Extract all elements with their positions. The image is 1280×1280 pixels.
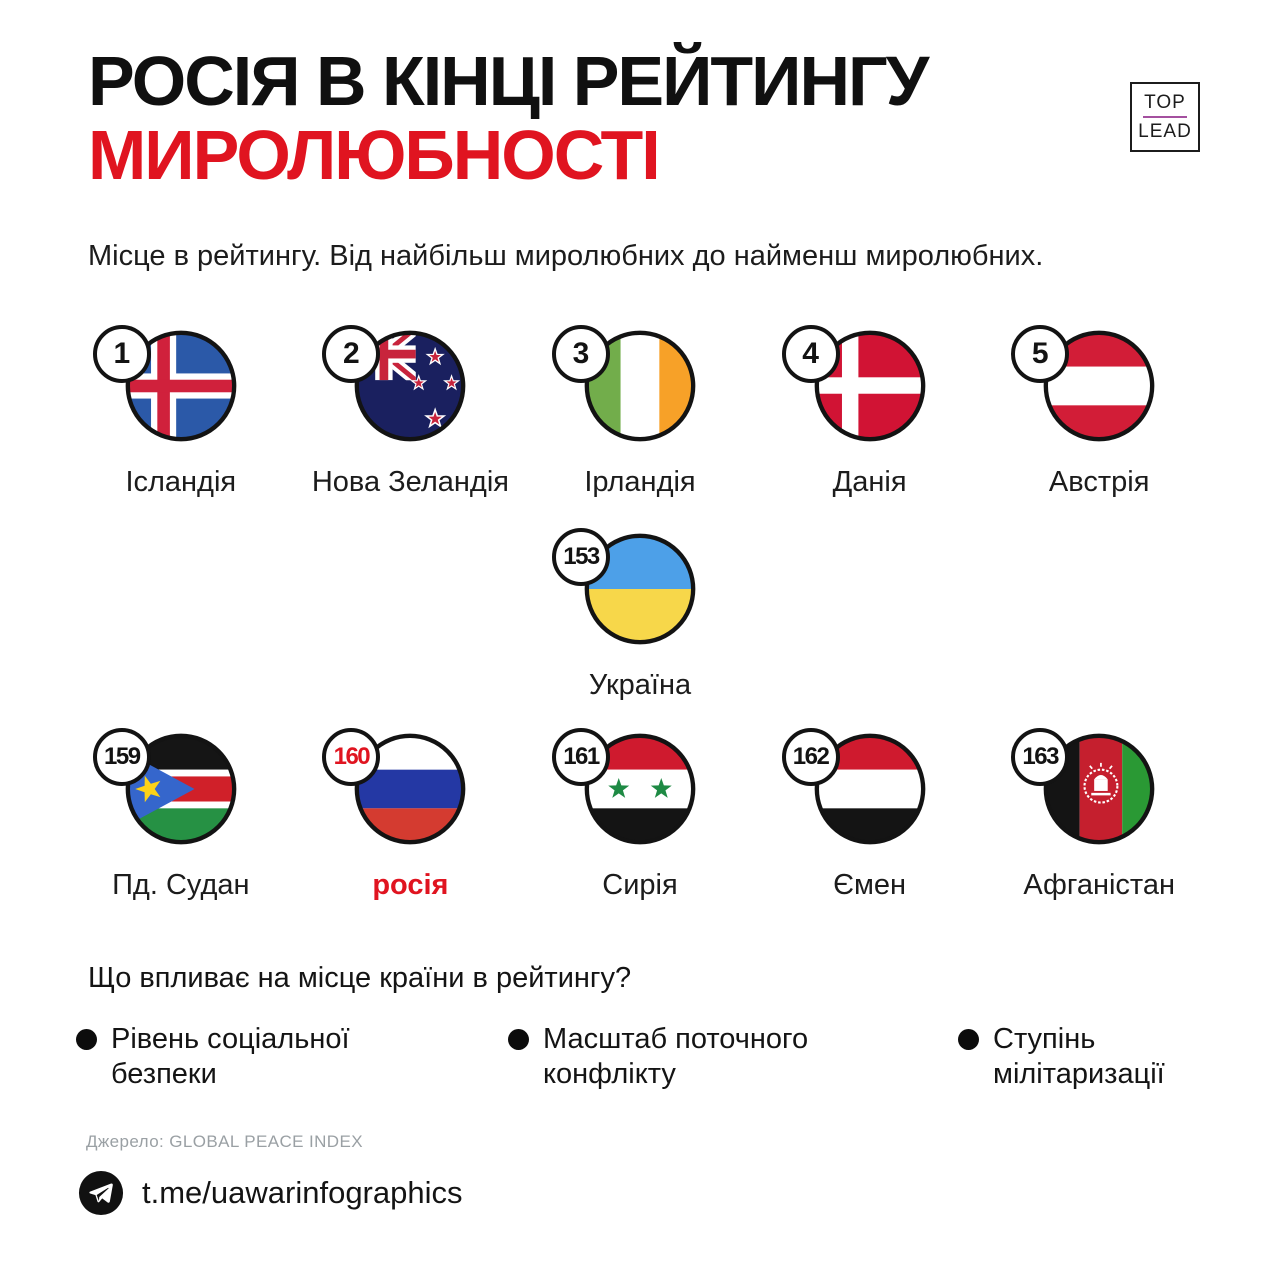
factor-line: мілітаризації	[993, 1058, 1165, 1091]
telegram-link[interactable]: t.me/uawarinfographics	[78, 1170, 463, 1216]
rank-badge: 3	[551, 325, 610, 383]
rank-badge: 5	[1011, 325, 1070, 383]
country-card-denmark: 4 Данія	[755, 325, 985, 499]
ranking-row-bottom: 159 Пд. Судан 160 росія	[66, 728, 1214, 902]
factor-line: конфлікту	[543, 1058, 676, 1091]
country-card-ukraine: 153 Україна	[525, 528, 755, 702]
country-card-yemen: 162 Ємен	[755, 728, 985, 902]
title-line2: МИРОЛЮБНОСТІ	[88, 116, 661, 195]
bullet-dot-icon	[508, 1029, 529, 1050]
page-title: РОСІЯ В КІНЦІ РЕЙТИНГУ МИРОЛЮБНОСТІ	[88, 42, 929, 195]
factor-text: Рівень соціальної безпеки	[111, 1022, 350, 1093]
rank-badge: 4	[781, 325, 840, 383]
bullet-dot-icon	[958, 1029, 979, 1050]
rank-badge: 159	[92, 728, 151, 786]
country-card-syria: 161 Сирія	[525, 728, 755, 902]
factor-item-militarization: Ступінь мілітаризації	[958, 1022, 1258, 1093]
country-card-ireland: 3 Ірландія	[525, 325, 755, 499]
telegram-icon[interactable]	[78, 1170, 124, 1216]
rank-badge: 153	[552, 528, 610, 586]
subtitle: Місце в рейтингу. Від найбільш миролюбни…	[88, 240, 1044, 272]
rank-badge-russia: 160	[322, 728, 381, 786]
country-label: Афганістан	[1023, 869, 1175, 901]
flag-iceland-icon	[125, 330, 237, 442]
country-card-afghanistan: 163 Афганістан	[984, 728, 1214, 902]
logo-lead-text: LEAD	[1138, 121, 1192, 143]
ranking-row-middle: 153 Україна	[0, 528, 1280, 702]
factor-item-current-conflict: Масштаб поточного конфлікту	[508, 1022, 858, 1093]
factor-text: Масштаб поточного конфлікту	[543, 1022, 808, 1093]
title-line1: РОСІЯ В КІНЦІ РЕЙТИНГУ	[88, 42, 929, 120]
logo-top-text: TOP	[1144, 91, 1186, 113]
country-card-russia: 160 росія	[296, 728, 526, 902]
country-label: Україна	[588, 669, 692, 701]
flag-afghanistan-icon	[1043, 733, 1155, 845]
country-label: Ісландія	[125, 466, 237, 498]
rank-badge: 163	[1011, 728, 1070, 786]
country-card-iceland: 1 Ісландія	[66, 325, 296, 499]
country-label: Ірландія	[584, 466, 696, 498]
rank-badge: 162	[781, 728, 840, 786]
factor-line: Рівень соціальної	[111, 1023, 350, 1055]
flag-syria-icon	[584, 733, 696, 845]
factor-line: Ступінь	[993, 1023, 1096, 1055]
country-label: Сирія	[602, 869, 678, 901]
factor-text: Ступінь мілітаризації	[993, 1022, 1165, 1093]
rank-badge: 1	[92, 325, 151, 383]
factor-item-social-security: Рівень соціальної безпеки	[76, 1022, 416, 1093]
country-card-south-sudan: 159 Пд. Судан	[66, 728, 296, 902]
country-label: Австрія	[1048, 466, 1150, 498]
telegram-handle[interactable]: t.me/uawarinfographics	[142, 1175, 463, 1210]
rank-badge: 161	[551, 728, 610, 786]
country-label: Данія	[832, 466, 907, 498]
country-card-new-zealand: 2 Нова Зеландія	[296, 325, 526, 499]
toplead-logo: TOP LEAD	[1130, 82, 1200, 152]
country-card-austria: 5 Австрія	[984, 325, 1214, 499]
country-label: Пд. Судан	[112, 869, 250, 901]
bullet-dot-icon	[76, 1029, 97, 1050]
country-label: Нова Зеландія	[311, 466, 509, 498]
rank-badge: 2	[322, 325, 381, 383]
factors-question: Що впливає на місце країни в рейтингу?	[88, 962, 632, 994]
ranking-row-top: 1 Ісландія	[66, 325, 1214, 499]
source-label: Джерело: GLOBAL PEACE INDEX	[86, 1132, 363, 1151]
factor-line: безпеки	[111, 1058, 217, 1091]
flag-ireland-icon	[584, 330, 696, 442]
country-label-russia: росія	[372, 869, 449, 901]
country-label: Ємен	[833, 869, 907, 901]
logo-divider	[1143, 115, 1187, 119]
factor-line: Масштаб поточного	[543, 1023, 809, 1055]
